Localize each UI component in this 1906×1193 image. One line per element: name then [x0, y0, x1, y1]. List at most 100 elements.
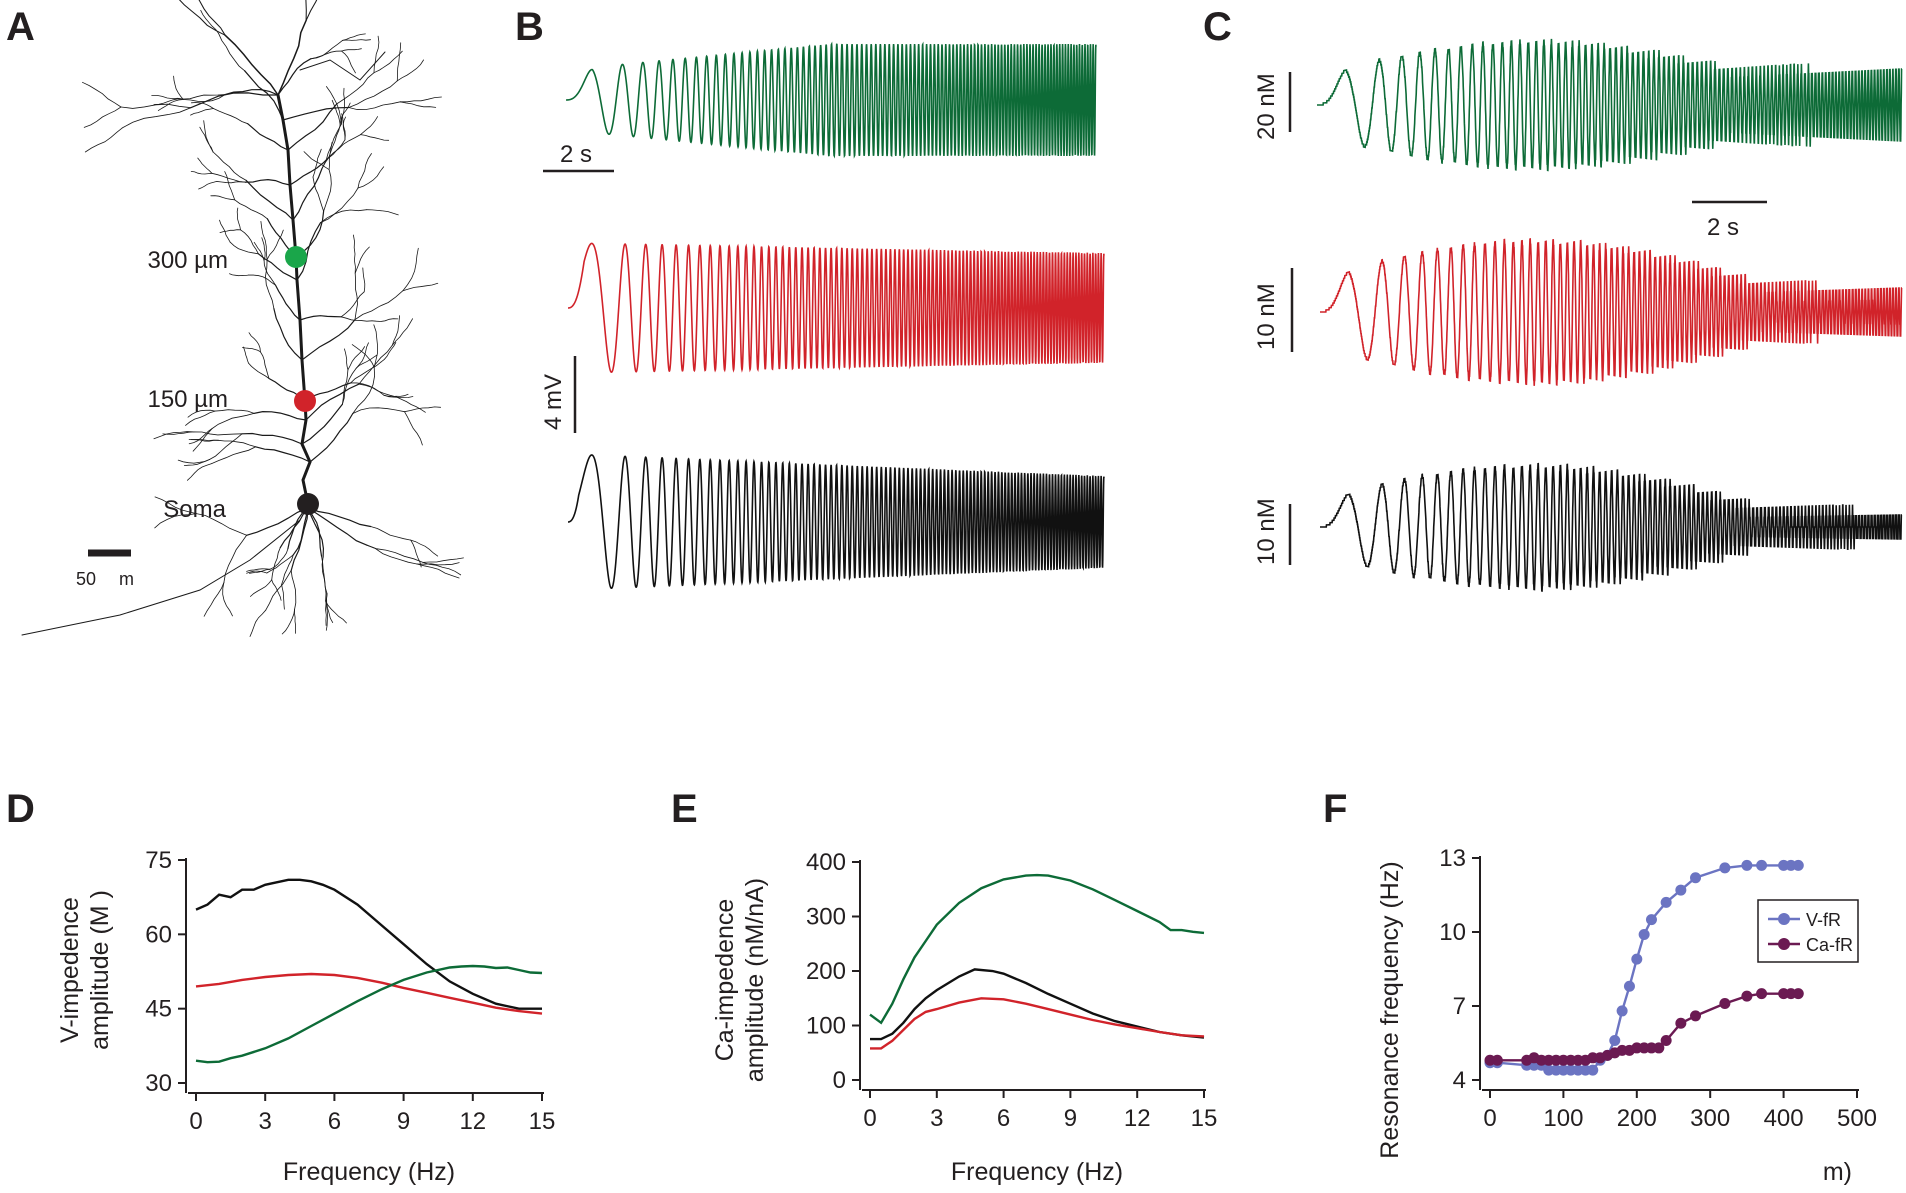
d-x-tick-label: 12 — [459, 1108, 486, 1135]
dendrite-branch — [195, 513, 248, 536]
dendrite-branch — [289, 156, 330, 186]
dendrite-branch — [224, 34, 279, 96]
dendrite-branch — [151, 95, 184, 100]
chart-d-series — [195, 878, 543, 1064]
site-marker-150um — [294, 390, 316, 412]
dendrite-branch — [157, 99, 184, 111]
dendrite-branch — [301, 403, 343, 445]
dendrite-branch — [357, 166, 385, 189]
dendrite-branch — [321, 556, 327, 602]
e-x-tick-label: 15 — [1191, 1105, 1218, 1132]
chart-d-ylabel-line2: amplitude (M ) — [86, 890, 114, 1050]
dendrite-branch — [348, 101, 401, 111]
dendrite-branch — [307, 507, 372, 528]
e-x-tick-label: 0 — [863, 1105, 876, 1132]
chart-f-tick-labels: 0 100 200 300 400 500 4 7 10 13 — [1439, 845, 1877, 1132]
dendrite-branch — [190, 171, 213, 175]
dendrite-branch — [242, 347, 261, 353]
chart-d-ylabel-line1: V-impedence — [56, 897, 84, 1043]
dendrite-branch — [366, 209, 399, 216]
dendrite-branch — [187, 463, 212, 481]
dendrite-branch — [263, 260, 276, 286]
dendrite-branch — [410, 539, 422, 568]
dendrite-branch — [312, 148, 322, 178]
dendrite-branch — [198, 0, 226, 36]
e-y-tick-label: 400 — [806, 849, 846, 876]
dendrite-branch — [305, 0, 318, 22]
f-point-ca-fr — [1719, 998, 1731, 1010]
dendrite-branch — [249, 568, 271, 574]
dendrite-branch — [310, 39, 343, 60]
d-line-series-0 — [195, 878, 542, 1010]
dendrite-branch — [277, 58, 312, 96]
e-x-tick-label: 6 — [997, 1105, 1010, 1132]
dendrite-branch — [344, 348, 349, 371]
dendrite-branch — [399, 101, 437, 108]
traceC3-path — [1320, 462, 1903, 592]
dendrite-branch — [287, 103, 338, 151]
calcium-trace-300um — [1317, 38, 1903, 172]
space-scalebar-number: 50 — [76, 569, 96, 589]
dendrite-branch — [271, 547, 281, 581]
legend-label-cafr: Ca-fR — [1806, 935, 1853, 955]
f-x-tick-label: 500 — [1837, 1105, 1877, 1132]
dendrite-branch — [188, 438, 219, 442]
time-scalebar-c-label: 2 s — [1707, 214, 1739, 241]
f-point-v-fr — [1638, 928, 1650, 940]
d-line-series-2 — [195, 964, 543, 1064]
dendrite-branch — [190, 92, 279, 109]
dendrite-branch — [310, 50, 342, 60]
e-y-tick-label: 200 — [806, 958, 846, 985]
dendrite-branch — [383, 394, 414, 399]
e-line-series-0 — [869, 873, 1205, 1025]
dendrite-branch — [410, 539, 439, 557]
dendrite-branch — [320, 209, 368, 224]
dendrite-branch — [358, 344, 393, 385]
dendrite-branch — [271, 579, 282, 601]
f-point-ca-fr — [1690, 1010, 1702, 1022]
dendrite-branch — [336, 72, 375, 105]
f-y-tick-label: 13 — [1439, 845, 1466, 872]
chart-d-xlabel: Frequency (Hz) — [283, 1158, 455, 1186]
f-x-tick-label: 0 — [1483, 1105, 1496, 1132]
dendrite-branch — [391, 318, 413, 346]
voltage-scalebar-label: 4 mV — [540, 374, 567, 430]
voltage-trace-300um — [566, 41, 1097, 159]
long-basal-dendrite — [21, 519, 301, 636]
dendrite-branch — [357, 153, 372, 189]
dendrite-branch — [274, 284, 301, 321]
dendrite-branch — [360, 116, 378, 135]
dendrite-branch — [281, 554, 294, 585]
chart-e-ylabel-line2: amplitude (nM/nA) — [741, 878, 769, 1082]
dendrite-branch — [355, 354, 378, 369]
chart-d: 0 3 6 9 12 15 30 45 60 75 Frequency (Hz) V-impede… — [56, 847, 555, 1186]
dendrite-branch — [246, 568, 271, 572]
dendrite-branch — [153, 431, 195, 440]
dendrite-branch — [154, 496, 197, 514]
chart-e-series — [869, 873, 1205, 1050]
f-x-tick-label: 300 — [1690, 1105, 1730, 1132]
dendrite-branch — [305, 383, 360, 421]
d-y-tick-label: 30 — [145, 1070, 172, 1097]
dendrite-branch — [326, 593, 334, 623]
dendrite-branch — [355, 342, 369, 369]
e-y-tick-label: 100 — [806, 1013, 846, 1040]
dendrite-branch — [339, 102, 351, 126]
dendrite-branch — [307, 507, 368, 546]
dendrite-branch — [354, 290, 404, 321]
time-scalebar-b-label: 2 s — [560, 141, 592, 168]
dendrite-branch — [246, 570, 268, 574]
dendrite-branch — [250, 579, 273, 597]
dendrite-branch — [212, 151, 247, 181]
e-x-tick-label: 3 — [930, 1105, 943, 1132]
dendrite-branch — [83, 106, 122, 128]
dendrite-branch — [341, 367, 357, 405]
dendrite-branch — [222, 582, 233, 617]
dendrite-branch — [255, 446, 311, 463]
chart-f-xlabel: m) — [1823, 1158, 1852, 1186]
f-y-tick-label: 10 — [1439, 919, 1466, 946]
dendrite-branch — [341, 369, 349, 405]
legend-label-vfr: V-fR — [1806, 910, 1841, 930]
dendrite-branch — [266, 554, 294, 574]
dendrite-branch — [229, 273, 249, 277]
